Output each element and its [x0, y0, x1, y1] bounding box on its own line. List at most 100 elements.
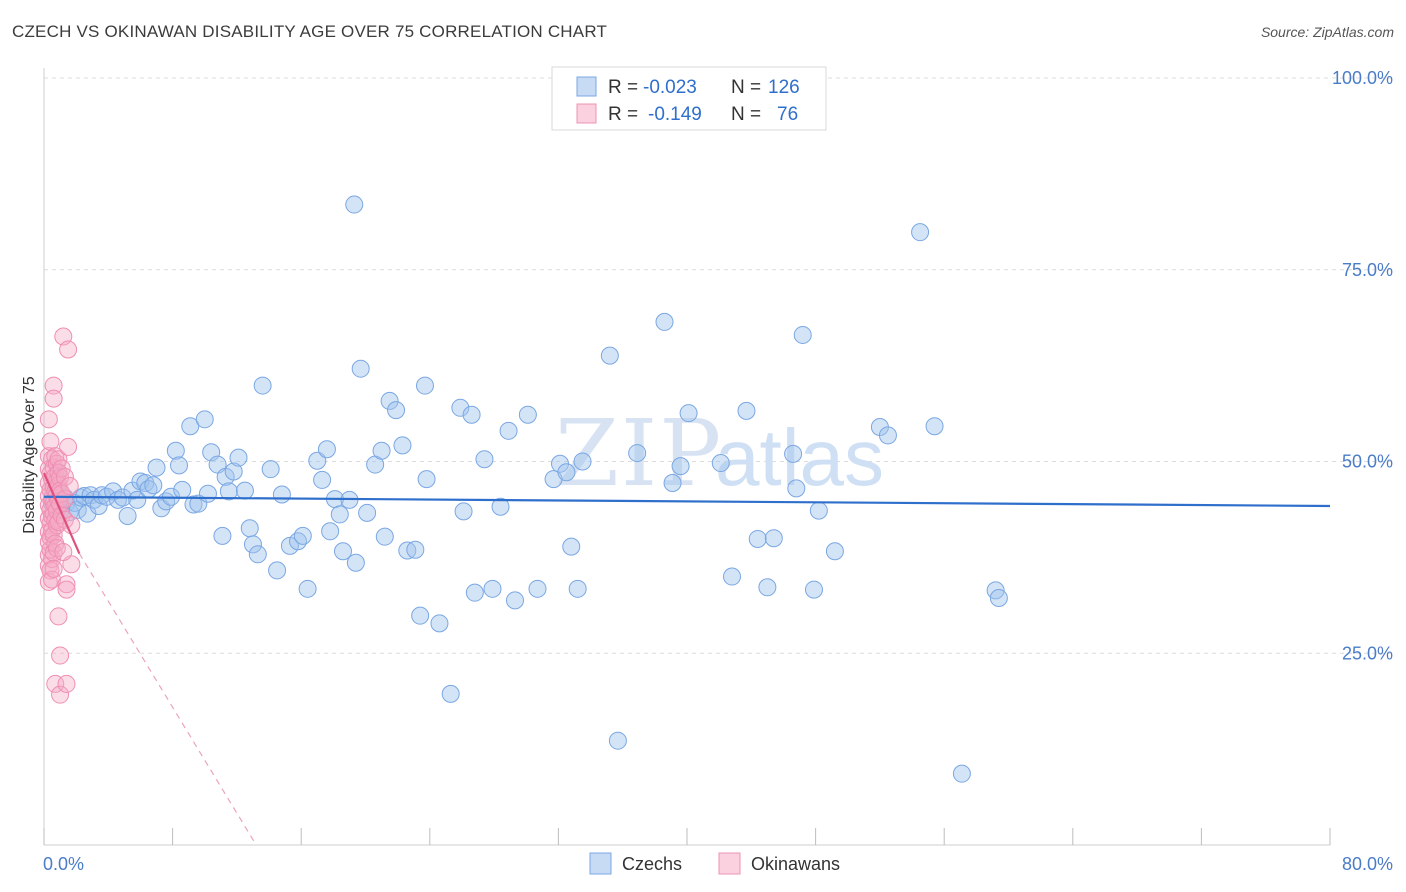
- czechs-point-50: [243, 535, 262, 554]
- trend-lines: [42, 472, 1331, 846]
- czechs-point-20: [108, 490, 127, 509]
- czechs-point-37: [184, 495, 203, 514]
- czechs-point-53: [261, 460, 280, 479]
- czechs-point-82: [430, 614, 449, 633]
- czechs-point-108: [711, 454, 730, 473]
- chart-title: CZECH VS OKINAWAN DISABILITY AGE OVER 75…: [12, 22, 608, 41]
- czechs-point-119: [825, 542, 844, 561]
- czechs-point-117: [804, 580, 823, 599]
- czechs-point-43: [213, 526, 232, 545]
- czechs-point-103: [628, 444, 647, 463]
- czechs-point-38: [189, 494, 208, 513]
- legend-n-value-1: 126: [768, 77, 800, 98]
- czechs-point-100: [573, 452, 592, 471]
- czechs-point-66: [333, 542, 352, 561]
- czechs-trend-line: [43, 495, 1331, 508]
- czechs-point-114: [784, 444, 803, 463]
- czechs-point-87: [465, 583, 484, 602]
- okinawans-point-68: [57, 580, 76, 599]
- czechs-point-126: [989, 589, 1008, 608]
- bottom-legend-swatch-okinawans: [718, 852, 741, 875]
- y-tick-label-1: 75.0%: [1342, 260, 1393, 280]
- bottom-legend: Czechs Okinawans: [589, 852, 840, 875]
- czechs-point-84: [451, 398, 470, 417]
- okinawans-point-70: [59, 340, 78, 359]
- legend-r-value-1: -0.023: [643, 77, 697, 98]
- czechs-point-81: [417, 470, 436, 489]
- legend-n-value-2: 76: [777, 104, 798, 125]
- legend-n-label-1: N =: [731, 77, 761, 98]
- czechs-point-93: [518, 405, 537, 424]
- legend-swatch-czechs: [576, 76, 597, 97]
- czechs-point-73: [375, 527, 394, 546]
- czechs-point-111: [748, 529, 767, 548]
- czechs-point-107: [679, 404, 698, 423]
- czechs-point-72: [372, 441, 391, 460]
- czechs-point-99: [568, 579, 587, 598]
- czechs-point-83: [441, 684, 460, 703]
- okinawans-point-64: [55, 467, 74, 486]
- okinawans-point-33: [44, 559, 63, 578]
- okinawans-point-71: [59, 437, 78, 456]
- legend-r-label-1: R =: [608, 77, 638, 98]
- czechs-point-28: [144, 476, 163, 495]
- czechs-point-118: [809, 501, 828, 520]
- czechs-point-89: [483, 579, 502, 598]
- bottom-legend-czechs: Czechs: [622, 854, 682, 874]
- czechs-point-102: [608, 731, 627, 750]
- czechs-point-34: [170, 456, 189, 475]
- czechs-point-113: [764, 529, 783, 548]
- okinawans-point-19: [41, 561, 60, 580]
- y-axis-title: Disability Age Over 75: [21, 376, 38, 534]
- czechs-point-85: [454, 502, 473, 521]
- grid-lines: [44, 77, 1393, 654]
- czechs-point-101: [600, 346, 619, 365]
- czechs-point-57: [288, 532, 307, 551]
- czechs-point-46: [224, 462, 243, 481]
- czechs-point-65: [330, 505, 349, 524]
- czechs-point-123: [925, 417, 944, 436]
- czechs-point-52: [253, 376, 272, 395]
- okinawans-point-69: [57, 674, 76, 693]
- okinawans-point-75: [54, 543, 73, 562]
- czechs-point-124: [952, 764, 971, 783]
- legend-n-label-2: N =: [731, 104, 761, 125]
- okinawans-points: [39, 327, 81, 704]
- czechs-point-79: [411, 606, 430, 625]
- okinawans-point-0: [39, 410, 58, 429]
- chart-source: Source: ZipAtlas.com: [1260, 24, 1394, 40]
- okinawans-point-59: [51, 685, 70, 704]
- czechs-point-59: [298, 579, 317, 598]
- y-tick-label-3: 25.0%: [1342, 643, 1393, 663]
- czechs-point-54: [268, 561, 287, 580]
- czechs-point-94: [528, 579, 547, 598]
- czechs-point-98: [562, 537, 581, 556]
- czechs-point-29: [147, 458, 166, 477]
- x-tick-label-max: 80.0%: [1342, 854, 1393, 874]
- czechs-point-97: [557, 463, 576, 482]
- czechs-point-22: [118, 506, 137, 525]
- czechs-point-116: [793, 325, 812, 344]
- czechs-point-91: [499, 421, 518, 440]
- okinawans-point-72: [60, 477, 79, 496]
- czechs-point-92: [505, 591, 524, 610]
- czechs-point-80: [415, 376, 434, 395]
- czechs-point-86: [462, 405, 481, 424]
- czechs-point-106: [671, 457, 690, 476]
- czechs-point-68: [346, 553, 365, 572]
- czechs-point-69: [351, 359, 370, 378]
- czechs-point-78: [406, 540, 425, 559]
- bottom-legend-okinawans: Okinawans: [751, 854, 840, 874]
- okinawans-trend-line: [42, 472, 81, 554]
- czechs-point-88: [475, 450, 494, 469]
- legend-r-label-2: R =: [608, 104, 638, 125]
- y-tick-label-0: 100.0%: [1332, 68, 1393, 88]
- czechs-point-61: [313, 470, 332, 489]
- okinawans-point-58: [51, 646, 70, 665]
- czechs-point-63: [321, 522, 340, 541]
- czechs-point-74: [380, 391, 399, 410]
- czechs-point-62: [317, 440, 336, 459]
- czechs-point-75: [387, 401, 406, 420]
- czechs-point-24: [128, 490, 147, 509]
